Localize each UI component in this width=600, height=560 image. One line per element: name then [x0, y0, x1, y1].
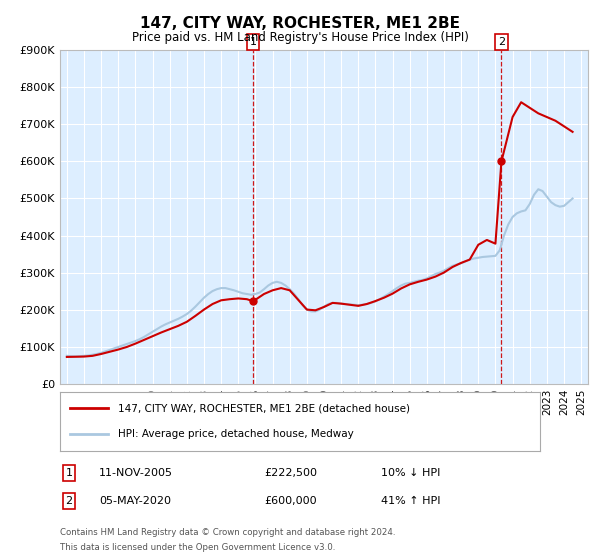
Text: Contains HM Land Registry data © Crown copyright and database right 2024.: Contains HM Land Registry data © Crown c… [60, 528, 395, 536]
Text: 10% ↓ HPI: 10% ↓ HPI [381, 468, 440, 478]
Text: £600,000: £600,000 [264, 496, 317, 506]
Text: 147, CITY WAY, ROCHESTER, ME1 2BE (detached house): 147, CITY WAY, ROCHESTER, ME1 2BE (detac… [118, 403, 410, 413]
Text: 11-NOV-2005: 11-NOV-2005 [99, 468, 173, 478]
Text: 147, CITY WAY, ROCHESTER, ME1 2BE: 147, CITY WAY, ROCHESTER, ME1 2BE [140, 16, 460, 31]
Text: 2: 2 [65, 496, 73, 506]
Text: 05-MAY-2020: 05-MAY-2020 [99, 496, 171, 506]
Text: HPI: Average price, detached house, Medway: HPI: Average price, detached house, Medw… [118, 430, 353, 440]
Text: Price paid vs. HM Land Registry's House Price Index (HPI): Price paid vs. HM Land Registry's House … [131, 31, 469, 44]
Text: This data is licensed under the Open Government Licence v3.0.: This data is licensed under the Open Gov… [60, 543, 335, 552]
Text: 2: 2 [498, 37, 505, 47]
Text: 1: 1 [250, 37, 257, 47]
Text: £222,500: £222,500 [264, 468, 317, 478]
Text: 41% ↑ HPI: 41% ↑ HPI [381, 496, 440, 506]
Text: 1: 1 [65, 468, 73, 478]
